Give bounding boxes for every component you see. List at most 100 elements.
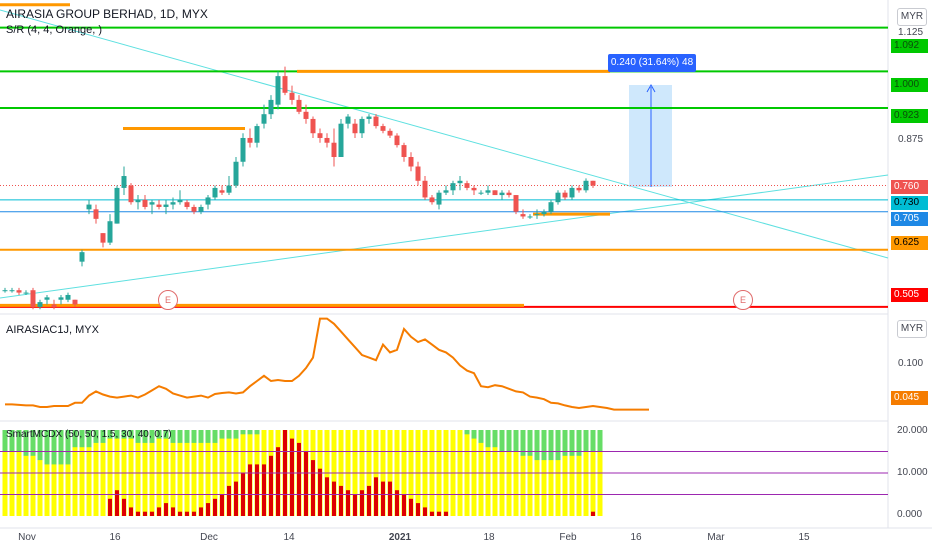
candle-body [317, 133, 323, 138]
mcdx-bar [93, 442, 99, 516]
pane3-title[interactable]: SmartMCDX (50, 50, 1.5, 30, 40, 0.7) [6, 429, 172, 440]
trend-line-up[interactable] [0, 174, 889, 299]
pane3-tick: 10.000 [897, 467, 928, 478]
time-tick: 14 [283, 532, 295, 543]
mcdx-bar [114, 438, 120, 516]
mcdx-bar [388, 481, 392, 516]
mcdx-bar [79, 447, 85, 516]
mcdx-bar [107, 438, 113, 516]
mcdx-bar [597, 451, 603, 516]
candle-body [555, 192, 561, 203]
candle-body [457, 180, 463, 184]
price-tick: 0.875 [898, 134, 924, 145]
candle-body [478, 192, 484, 194]
candle-body [156, 204, 162, 207]
mcdx-bar [149, 442, 155, 516]
candle-body [16, 290, 22, 293]
candle-body [30, 290, 36, 307]
candle-body [562, 192, 568, 198]
candle-body [212, 187, 218, 198]
candle-body [2, 290, 8, 292]
candle-body [9, 290, 15, 292]
candle-body [310, 118, 316, 134]
symbol-title[interactable]: AIRASIA GROUP BERHAD, 1D, MYX [6, 7, 208, 21]
candle-body [303, 111, 309, 119]
candle-body [450, 183, 456, 191]
mcdx-bar [590, 451, 596, 516]
time-tick: Mar [707, 532, 725, 543]
candle-body [345, 116, 351, 124]
candle-body [100, 233, 106, 243]
candle-body [331, 142, 337, 157]
mcdx-bar [297, 442, 301, 516]
mcdx-bar [325, 477, 329, 516]
mcdx-bar [234, 481, 238, 516]
level-badge-0625: 0.625 [891, 236, 928, 250]
mcdx-bar [360, 490, 364, 516]
mcdx-bar [569, 455, 575, 516]
mcdx-bar [262, 464, 266, 516]
pane3-tick: 0.000 [897, 509, 923, 520]
mcdx-bar [199, 507, 203, 516]
mcdx-bar [562, 455, 568, 516]
mcdx-bar [177, 442, 183, 516]
candle-body [429, 197, 435, 203]
level-badge-0923: 0.923 [891, 109, 928, 123]
mcdx-bar [184, 442, 190, 516]
candle-body [296, 99, 302, 112]
candle-body [72, 299, 78, 305]
candle-body [583, 180, 589, 191]
currency-button[interactable]: MYR [897, 8, 927, 26]
pane2-title[interactable]: AIRASIAC1J, MYX [6, 324, 99, 336]
candle-body [261, 114, 267, 124]
candle-body [415, 166, 421, 181]
mcdx-bar [527, 455, 533, 516]
pane2-tick: 0.100 [898, 358, 924, 369]
candle-body [23, 292, 29, 294]
mcdx-bar [332, 481, 336, 516]
measure-label[interactable]: 0.240 (31.64%) 48 [608, 54, 696, 72]
mcdx-bar [72, 447, 78, 516]
candle-body [436, 192, 442, 205]
candle-body [464, 183, 470, 188]
candle-body [240, 137, 246, 162]
candle-body [79, 252, 85, 262]
candle-body [422, 180, 428, 198]
mcdx-bar [122, 498, 126, 516]
time-tick: 15 [798, 532, 810, 543]
candle-body [247, 137, 253, 143]
mcdx-bar [576, 455, 582, 516]
earnings-marker[interactable]: E [158, 290, 178, 310]
candle-body [289, 92, 295, 100]
candle-body [51, 304, 57, 307]
mcdx-bar [269, 455, 273, 516]
candle-body [184, 202, 190, 207]
candle-body [534, 214, 540, 216]
mcdx-bar [219, 438, 225, 516]
mcdx-bar [276, 447, 280, 516]
mcdx-bar [212, 442, 218, 516]
candle-body [93, 209, 99, 219]
indicator-legend-sr[interactable]: S/R (4, 4, Orange, ) [6, 24, 102, 36]
candle-body [338, 123, 344, 157]
mcdx-bar [9, 451, 15, 516]
mcdx-bar [555, 460, 561, 516]
mcdx-bar [534, 460, 540, 516]
candle-body [408, 157, 414, 167]
candle-body [198, 206, 204, 212]
pane2-last-value: 0.045 [891, 391, 928, 405]
mcdx-bar [37, 460, 43, 516]
mcdx-bar [206, 503, 210, 516]
mcdx-bar [170, 442, 176, 516]
trend-line-down[interactable] [0, 9, 889, 259]
candle-body [548, 202, 554, 212]
earnings-marker[interactable]: E [733, 290, 753, 310]
candle-body [324, 137, 330, 143]
mcdx-bar [129, 507, 133, 516]
candle-body [506, 192, 512, 196]
mcdx-bar [416, 503, 420, 516]
mcdx-bar [437, 511, 441, 516]
mcdx-bar [506, 451, 512, 516]
pane2-currency-button[interactable]: MYR [897, 320, 927, 338]
